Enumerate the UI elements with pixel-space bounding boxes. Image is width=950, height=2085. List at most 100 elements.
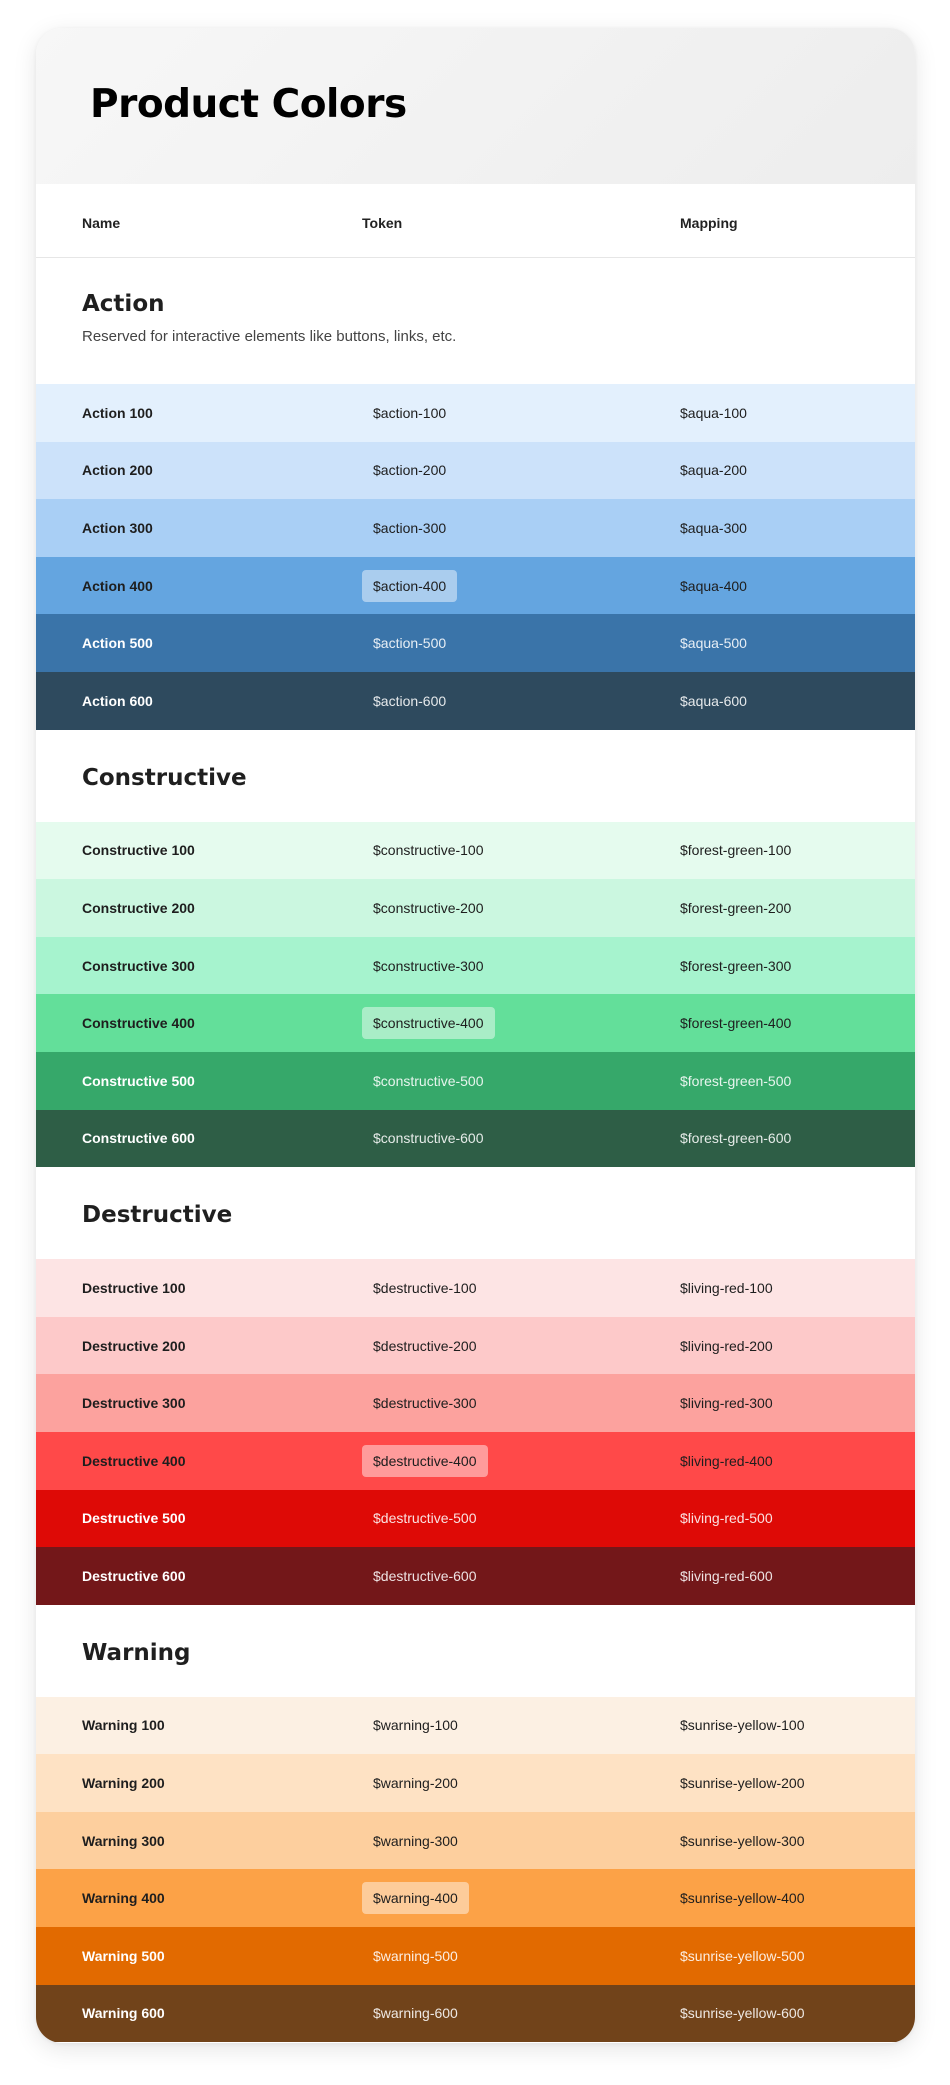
mapping-value: $aqua-300 xyxy=(680,519,747,536)
mapping-value: $forest-green-400 xyxy=(680,1015,792,1032)
token-value: $warning-100 xyxy=(373,1717,458,1734)
token-value: $warning-600 xyxy=(373,2005,458,2022)
page-title: Product Colors xyxy=(90,82,407,127)
token-chip: $warning-400 xyxy=(362,1882,469,1915)
mapping-value: $living-red-300 xyxy=(680,1395,773,1412)
column-header-mapping: Mapping xyxy=(680,215,738,231)
mapping-value: $forest-green-300 xyxy=(680,957,792,974)
section-header-action: Action Reserved for interactive elements … xyxy=(36,258,915,384)
table-row: Constructive 200 $constructive-200 $forest… xyxy=(36,879,915,937)
token-chip: $action-400 xyxy=(362,569,458,602)
mapping-value: $living-red-500 xyxy=(680,1510,773,1527)
mapping-value: $aqua-500 xyxy=(680,635,747,652)
token-value: $destructive-600 xyxy=(373,1567,477,1584)
mapping-value: $sunrise-yellow-400 xyxy=(680,1890,805,1907)
token-value: $constructive-500 xyxy=(373,1072,484,1089)
token-value: $action-500 xyxy=(373,635,447,652)
table-row: Warning 400 $warning-400 $sunrise-yellow-4… xyxy=(36,1869,915,1928)
token-chip: $destructive-400 xyxy=(362,1444,488,1477)
mapping-value: $sunrise-yellow-500 xyxy=(680,1947,805,1964)
color-name: Action 100 xyxy=(82,404,153,421)
token-value: $warning-500 xyxy=(373,1947,458,1964)
color-name: Action 400 xyxy=(82,577,153,594)
table-row: Destructive 400 $destructive-400 $living-r… xyxy=(36,1431,915,1490)
section-header-constructive: Constructive xyxy=(36,729,915,822)
color-name: Constructive 600 xyxy=(82,1130,195,1147)
color-name: Destructive 100 xyxy=(82,1279,186,1296)
color-name: Action 200 xyxy=(82,462,153,479)
token-value: $warning-300 xyxy=(373,1832,458,1849)
table-row: Destructive 200 $destructive-200 $living-r… xyxy=(36,1316,915,1375)
mapping-value: $forest-green-600 xyxy=(680,1130,792,1147)
column-header-token: Token xyxy=(362,215,403,231)
table-row: Action 400 $action-400 $aqua-400 xyxy=(36,556,915,615)
mapping-value: $forest-green-200 xyxy=(680,899,792,916)
table-row: Constructive 100 $constructive-100 $forest… xyxy=(36,821,915,880)
table-row: Warning 500 $warning-500 $sunrise-yellow-5… xyxy=(36,1927,915,1985)
mapping-value: $aqua-200 xyxy=(680,462,747,479)
card-header: Product Colors xyxy=(36,28,915,184)
color-name: Destructive 600 xyxy=(82,1567,186,1584)
product-colors-card: Product Colors Name Token Mapping Action… xyxy=(36,28,915,2043)
mapping-value: $aqua-100 xyxy=(680,404,747,421)
color-name: Warning 400 xyxy=(82,1890,165,1907)
mapping-value: $sunrise-yellow-200 xyxy=(680,1775,805,1792)
color-name: Action 600 xyxy=(82,692,153,709)
table-row: Destructive 500 $destructive-500 $living-r… xyxy=(36,1489,915,1548)
table-row: Destructive 600 $destructive-600 $living-r… xyxy=(36,1547,915,1605)
color-name: Warning 100 xyxy=(82,1717,165,1734)
color-name: Action 500 xyxy=(82,635,153,652)
color-name: Action 300 xyxy=(82,519,153,536)
mapping-value: $sunrise-yellow-300 xyxy=(680,1832,805,1849)
color-name: Destructive 400 xyxy=(82,1452,186,1469)
section-description: Reserved for interactive elements like b… xyxy=(82,328,457,345)
mapping-value: $forest-green-500 xyxy=(680,1072,792,1089)
color-name: Constructive 300 xyxy=(82,957,195,974)
color-name: Destructive 500 xyxy=(82,1510,186,1527)
token-value: $destructive-200 xyxy=(373,1337,477,1354)
table-row: Action 300 $action-300 $aqua-300 xyxy=(36,499,915,557)
table-row: Warning 200 $warning-200 $sunrise-yellow-2… xyxy=(36,1754,915,1812)
color-name: Constructive 100 xyxy=(82,842,195,859)
color-sections: Action Reserved for interactive elements … xyxy=(36,258,915,2043)
section-header-warning: Warning xyxy=(36,1604,915,1697)
color-name: Warning 200 xyxy=(82,1775,165,1792)
table-row: Destructive 300 $destructive-300 $living-r… xyxy=(36,1374,915,1432)
table-row: Constructive 500 $constructive-500 $forest… xyxy=(36,1051,915,1110)
table-row: Action 500 $action-500 $aqua-500 xyxy=(36,614,915,672)
mapping-value: $aqua-400 xyxy=(680,577,747,594)
token-value: $destructive-500 xyxy=(373,1510,477,1527)
section-title: Constructive xyxy=(82,764,247,791)
mapping-value: $living-red-600 xyxy=(680,1567,773,1584)
section-title: Destructive xyxy=(82,1202,233,1229)
token-value: $warning-200 xyxy=(373,1775,458,1792)
color-name: Constructive 200 xyxy=(82,899,195,916)
table-row: Constructive 300 $constructive-300 $forest… xyxy=(36,936,915,995)
mapping-value: $living-red-400 xyxy=(680,1452,773,1469)
table-row: Warning 300 $warning-300 $sunrise-yellow-3… xyxy=(36,1811,915,1870)
table-row: Destructive 100 $destructive-100 $living-r… xyxy=(36,1259,915,1317)
mapping-value: $living-red-200 xyxy=(680,1337,773,1354)
mapping-value: $aqua-600 xyxy=(680,692,747,709)
color-name: Destructive 300 xyxy=(82,1395,186,1412)
table-row: Action 200 $action-200 $aqua-200 xyxy=(36,441,915,500)
color-name: Warning 500 xyxy=(82,1947,165,1964)
token-value: $constructive-300 xyxy=(373,957,484,974)
mapping-value: $forest-green-100 xyxy=(680,842,792,859)
color-name: Constructive 400 xyxy=(82,1015,195,1032)
token-value: $action-300 xyxy=(373,519,447,536)
token-value: $constructive-200 xyxy=(373,899,484,916)
token-value: $constructive-100 xyxy=(373,842,484,859)
table-row: Action 600 $action-600 $aqua-600 xyxy=(36,671,915,730)
token-value: $action-600 xyxy=(373,692,447,709)
mapping-value: $sunrise-yellow-600 xyxy=(680,2005,805,2022)
table-row: Action 100 $action-100 $aqua-100 xyxy=(36,384,915,442)
section-header-destructive: Destructive xyxy=(36,1167,915,1260)
mapping-value: $living-red-100 xyxy=(680,1279,773,1296)
table-row: Warning 600 $warning-600 $sunrise-yellow-6… xyxy=(36,1984,915,2043)
token-value: $action-100 xyxy=(373,404,447,421)
token-value: $destructive-300 xyxy=(373,1395,477,1412)
color-name: Warning 600 xyxy=(82,2005,165,2022)
color-name: Constructive 500 xyxy=(82,1072,195,1089)
table-header: Name Token Mapping xyxy=(36,184,915,258)
